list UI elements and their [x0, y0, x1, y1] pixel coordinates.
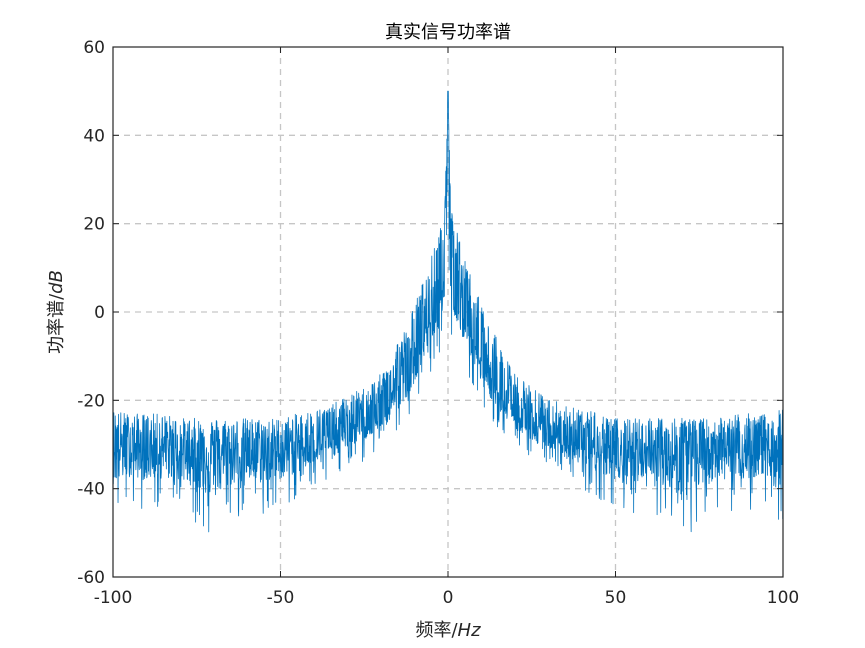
x-tick-label: 100: [767, 588, 799, 608]
x-tick-label: 0: [443, 588, 454, 608]
chart-title: 真实信号功率谱: [385, 22, 511, 43]
x-axis-label-unit: Hz: [458, 620, 482, 641]
x-tick-label: -100: [94, 588, 133, 608]
y-tick-label: -60: [77, 568, 105, 588]
x-tick-label: -50: [267, 588, 295, 608]
y-tick-label: 60: [83, 38, 105, 58]
y-tick-label: 0: [94, 303, 105, 323]
y-tick-label: -40: [77, 480, 105, 500]
y-axis-label-unit: dB: [46, 270, 67, 294]
x-tick-label: 50: [605, 588, 627, 608]
data-layer: [112, 90, 784, 533]
y-tick-label: 40: [83, 126, 105, 146]
y-tick-label: -20: [77, 391, 105, 411]
x-axis-label: 频率/Hz: [415, 620, 481, 641]
y-tick-label: 20: [83, 215, 105, 235]
grid-layer: [113, 47, 783, 577]
spectrum-line: [112, 90, 784, 533]
y-axis-label-text: 功率谱/: [46, 293, 67, 354]
tick-layer: -100 -50 0 50 100 -60 -40 -20 0 20 40 60: [77, 38, 799, 608]
x-axis-label-text: 频率/: [415, 620, 458, 641]
y-axis-label: 功率谱/dB: [46, 270, 67, 354]
